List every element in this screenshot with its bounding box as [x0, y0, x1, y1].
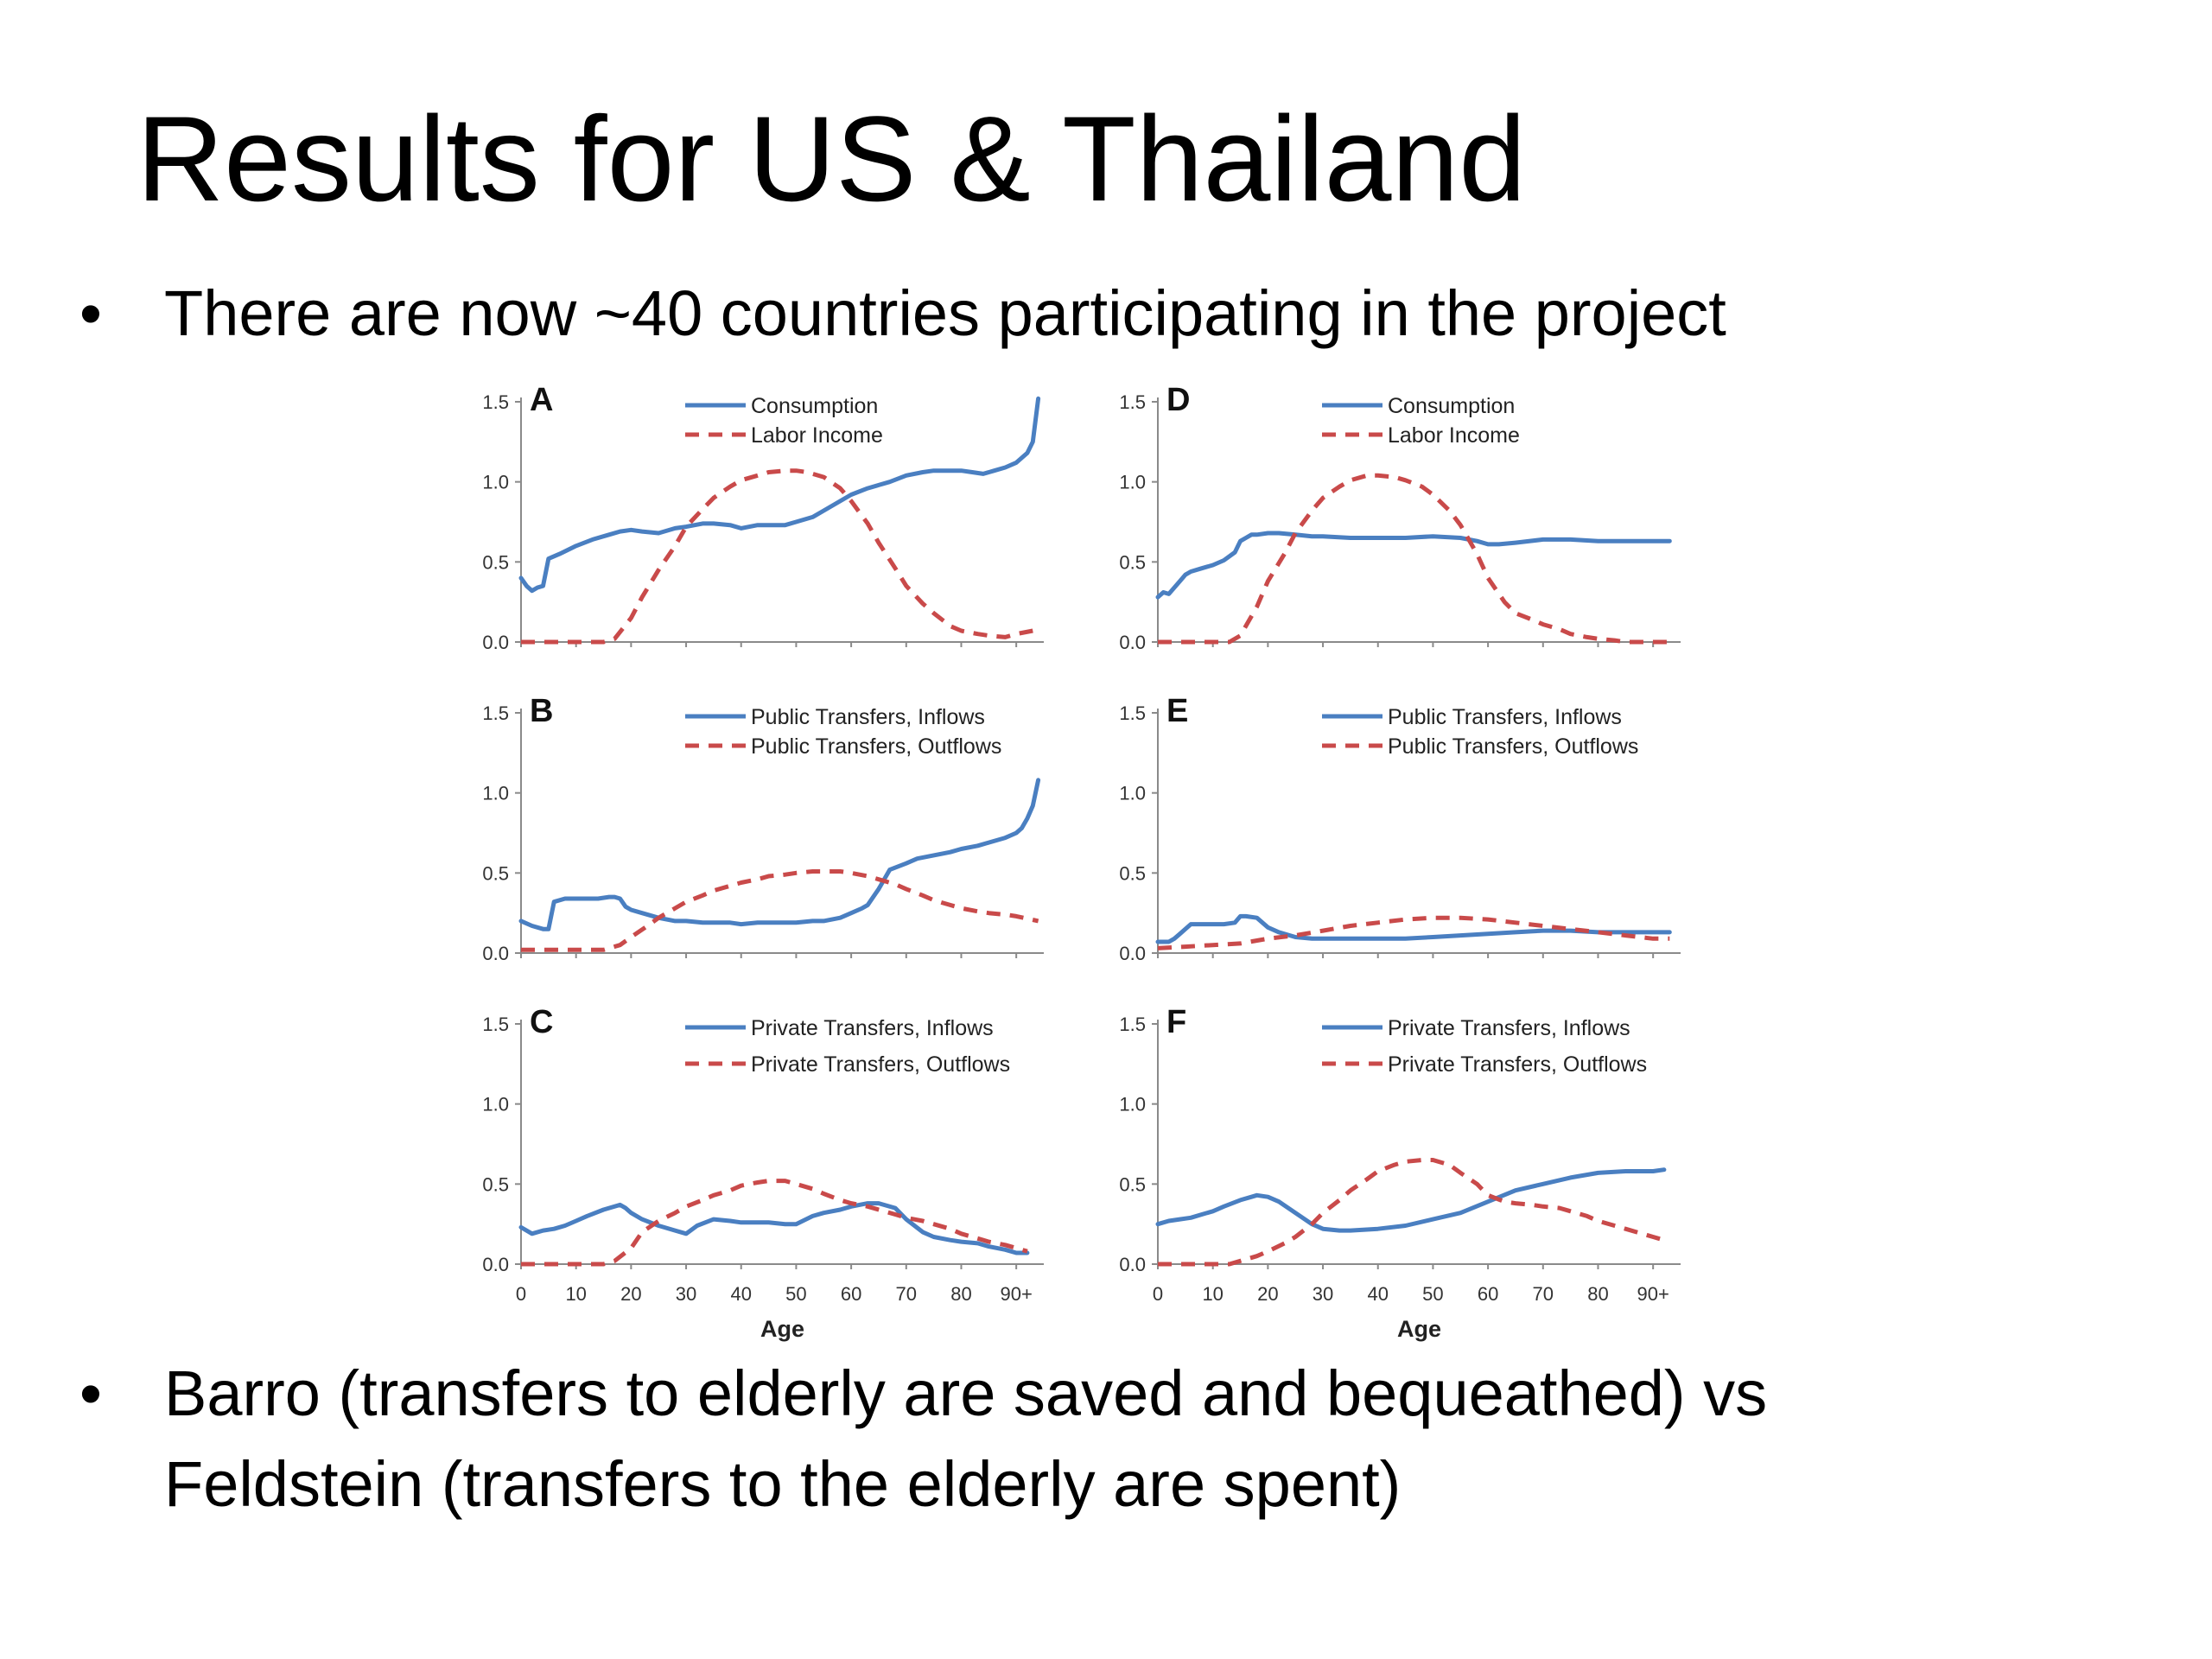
- series-line: [1157, 915, 1670, 950]
- x-tick-label: 50: [785, 1283, 806, 1305]
- panel-letter: A: [530, 382, 553, 418]
- legend-label: Private Transfers, Outflows: [1388, 1052, 1647, 1077]
- y-tick-label: 1.0: [482, 472, 509, 493]
- panel-letter: D: [1166, 382, 1190, 418]
- x-tick-label: 90+: [1637, 1283, 1669, 1305]
- bullet-2-line-2: Feldstein (transfers to the elderly are …: [164, 1448, 1402, 1520]
- x-tick-label: 0: [516, 1283, 526, 1305]
- legend-label: Consumption: [751, 394, 878, 418]
- bullet-1-text: There are now ~40 countries participatin…: [164, 277, 1726, 349]
- bullet-2: • Barro (transfers to elderly are saved …: [79, 1348, 2067, 1538]
- series-line: [1155, 1167, 1667, 1233]
- series-line: [521, 1179, 1028, 1267]
- panel-letter: E: [1166, 693, 1188, 729]
- series-line: [1158, 1158, 1665, 1267]
- panel-e: 0.0 0.5 1.0 1.5 E Public Transfers, Inflows Pu…: [1119, 693, 1681, 964]
- y-tick-label: 0.0: [482, 1254, 509, 1275]
- x-tick-label: 30: [676, 1283, 696, 1305]
- slide-title: Results for US & Thailand: [137, 91, 1527, 226]
- x-tick-label: 20: [1257, 1283, 1278, 1305]
- x-tick-label: 70: [896, 1283, 917, 1305]
- y-tick-label: 0.5: [1119, 862, 1146, 884]
- y-tick-label: 0.5: [1119, 1173, 1146, 1195]
- bullet-marker: •: [79, 1357, 102, 1429]
- legend-label: Private Transfers, Inflows: [1388, 1016, 1630, 1040]
- panel-f: 0.0 0.5 1.0 1.5 0 10 20 30 40 50 60 70 80 90+ Age F Priv…: [1119, 1004, 1681, 1342]
- bullet-1: • There are now ~40 countries participat…: [79, 268, 2067, 363]
- legend-label: Public Transfers, Outflows: [751, 734, 1001, 759]
- panel-b: 0.0 0.5 1.0 1.5 B Public Transfers, Inflows Pu…: [482, 693, 1044, 964]
- series-line: [1155, 913, 1672, 944]
- y-tick-label: 1.5: [1119, 702, 1146, 724]
- y-tick-label: 1.0: [482, 783, 509, 804]
- x-tick-label: 0: [1153, 1283, 1163, 1305]
- y-tick-label: 0.0: [1119, 1254, 1146, 1275]
- y-tick-label: 1.0: [1119, 1094, 1146, 1116]
- x-tick-label: 30: [1313, 1283, 1333, 1305]
- legend-label: Labor Income: [751, 423, 883, 448]
- x-axis-title: Age: [1397, 1316, 1441, 1342]
- y-tick-label: 1.0: [1119, 783, 1146, 804]
- y-tick-label: 0.5: [482, 862, 509, 884]
- x-tick-label: 60: [1478, 1283, 1498, 1305]
- panel-a: 0.0 0.5 1.0 1.5 A Consumption Labor Income: [482, 382, 1044, 653]
- series-line: [518, 778, 1041, 931]
- y-tick-label: 1.5: [482, 1014, 509, 1035]
- panel-d: 0.0 0.5 1.0 1.5 D Consumption Labor Income: [1119, 382, 1681, 653]
- legend-label: Public Transfers, Inflows: [751, 705, 985, 729]
- y-tick-label: 1.5: [482, 391, 509, 413]
- series-line: [1155, 531, 1672, 600]
- y-tick-label: 0.0: [482, 632, 509, 653]
- x-tick-label: 70: [1533, 1283, 1554, 1305]
- series-line: [518, 396, 1041, 594]
- series-line: [518, 1201, 1030, 1255]
- series-line: [521, 869, 1039, 952]
- x-tick-label: 40: [1367, 1283, 1388, 1305]
- x-tick-label: 80: [1587, 1283, 1608, 1305]
- y-tick-label: 0.5: [1119, 551, 1146, 573]
- y-tick-label: 0.0: [482, 943, 509, 964]
- y-tick-label: 1.5: [1119, 391, 1146, 413]
- y-tick-label: 1.0: [1119, 472, 1146, 493]
- y-tick-label: 1.5: [482, 702, 509, 724]
- panel-letter: B: [530, 693, 553, 729]
- y-tick-label: 0.0: [1119, 943, 1146, 964]
- y-tick-label: 0.0: [1119, 632, 1146, 653]
- legend-label: Private Transfers, Inflows: [751, 1016, 994, 1040]
- x-tick-label: 10: [565, 1283, 586, 1305]
- bullet-marker: •: [79, 277, 102, 349]
- x-tick-label: 80: [950, 1283, 971, 1305]
- legend-label: Consumption: [1388, 394, 1515, 418]
- x-tick-label: 10: [1202, 1283, 1223, 1305]
- x-tick-label: 60: [841, 1283, 861, 1305]
- legend-label: Public Transfers, Outflows: [1388, 734, 1638, 759]
- legend-label: Labor Income: [1388, 423, 1520, 448]
- legend-label: Public Transfers, Inflows: [1388, 705, 1622, 729]
- x-tick-label: 50: [1422, 1283, 1443, 1305]
- figure-panels: 0.0 0.5 1.0 1.5 A Consumption Labor Income 0.0 0…: [449, 367, 1745, 1344]
- y-tick-label: 1.5: [1119, 1014, 1146, 1035]
- y-tick-label: 0.5: [482, 1173, 509, 1195]
- y-tick-label: 0.5: [482, 551, 509, 573]
- panel-letter: C: [530, 1004, 553, 1040]
- panel-letter: F: [1166, 1004, 1186, 1040]
- x-tick-label: 90+: [1000, 1283, 1032, 1305]
- series-line: [521, 468, 1033, 645]
- series-line: [1158, 473, 1670, 645]
- y-tick-label: 1.0: [482, 1094, 509, 1116]
- x-tick-label: 20: [620, 1283, 641, 1305]
- bullet-2-line-1: Barro (transfers to elderly are saved an…: [164, 1357, 1768, 1429]
- x-axis-title: Age: [760, 1316, 804, 1342]
- panel-c: 0.0 0.5 1.0 1.5 0 10 20 30 40 50 60 70 80 90+ Age C Priv…: [482, 1004, 1044, 1342]
- x-tick-label: 40: [730, 1283, 751, 1305]
- legend-label: Private Transfers, Outflows: [751, 1052, 1010, 1077]
